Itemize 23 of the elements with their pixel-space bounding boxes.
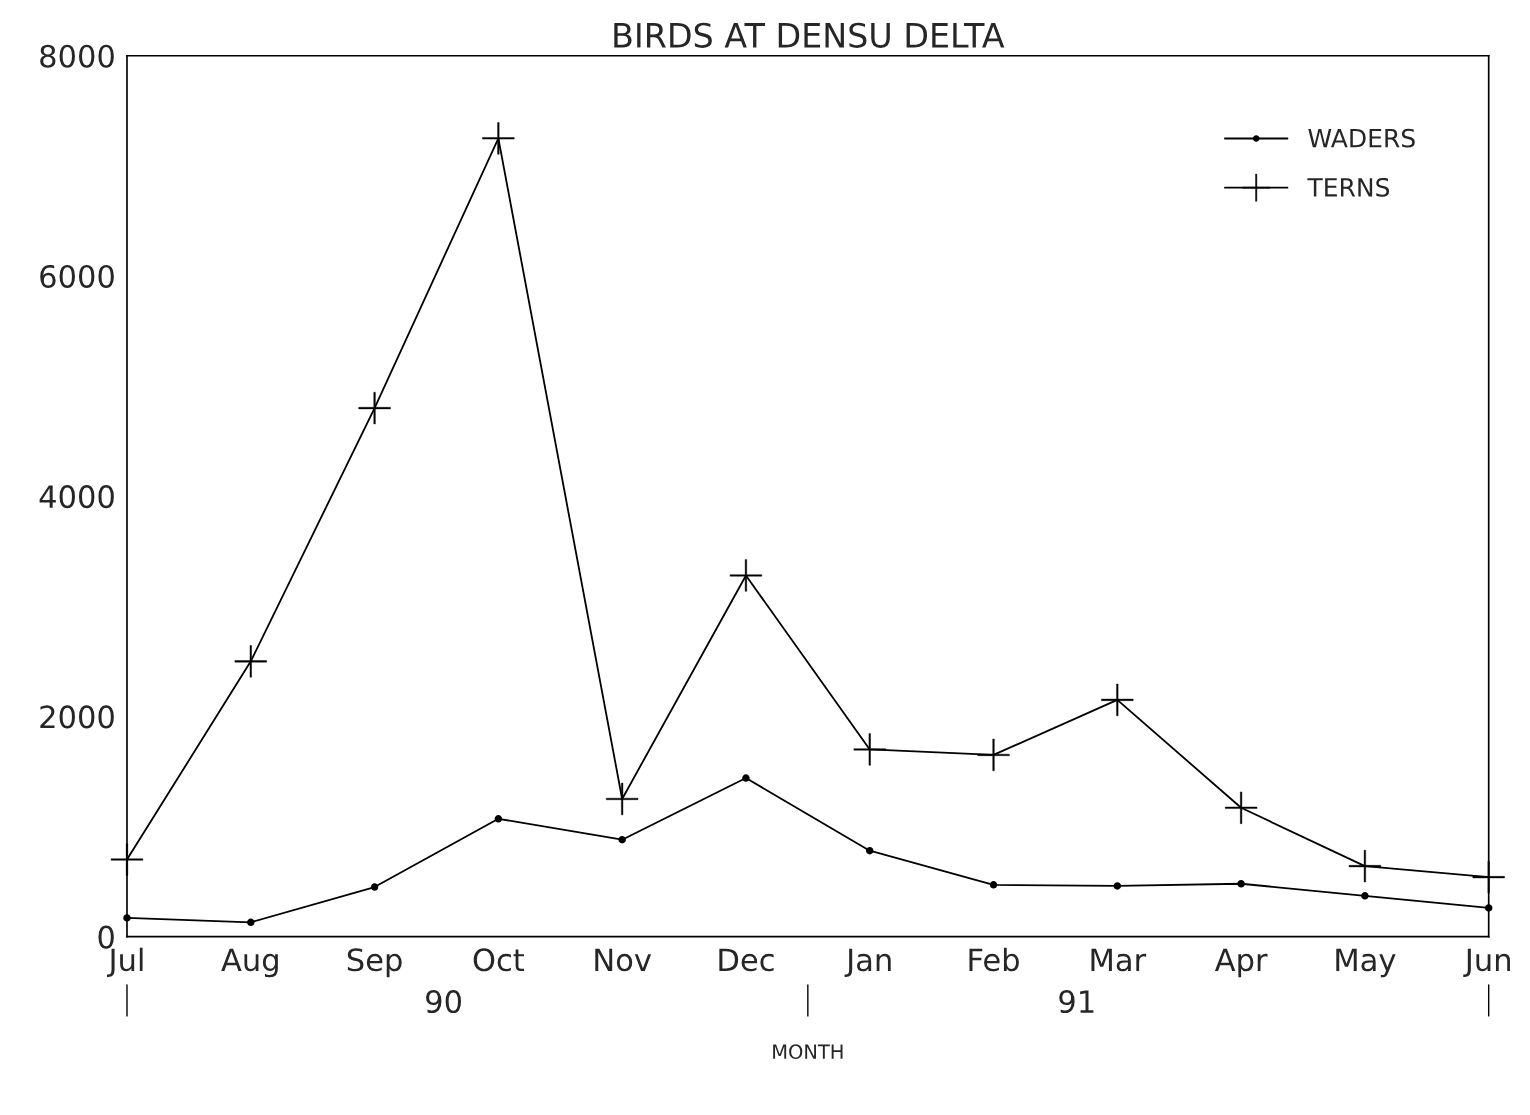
text: 91 bbox=[1059, 989, 1094, 1014]
x-tick-label: Jul bbox=[106, 947, 143, 978]
x-tick-label: Jun bbox=[1463, 948, 1510, 978]
x-tick-label: Dec bbox=[719, 948, 774, 972]
x-tick-label: Mar bbox=[1091, 948, 1147, 972]
legend-label: TERNS bbox=[1307, 177, 1390, 197]
y-tick-label: 8000 bbox=[40, 44, 114, 68]
x-tick-label: May bbox=[1336, 948, 1396, 978]
chart-title: BIRDS AT DENSU DELTA bbox=[614, 22, 1005, 48]
text: 90 bbox=[426, 989, 461, 1014]
x-tick-label: Aug bbox=[221, 948, 278, 978]
x-tick-label: Oct bbox=[473, 948, 525, 972]
y-tick-label: 2000 bbox=[40, 705, 114, 729]
x-tick-label: Nov bbox=[595, 948, 652, 972]
x-axis-title: MONTH bbox=[773, 1044, 843, 1059]
x-tick-label: Sep bbox=[347, 948, 402, 978]
x-tick-label: Apr bbox=[1214, 948, 1268, 978]
x-tick-label: Feb bbox=[969, 947, 1019, 972]
x-tick-label: Jan bbox=[844, 948, 891, 978]
y-tick-label: 6000 bbox=[40, 264, 114, 289]
y-tick-label: 4000 bbox=[39, 485, 114, 509]
legend-label: WADERS bbox=[1308, 128, 1415, 148]
y-tick-label: 0 bbox=[98, 925, 114, 949]
